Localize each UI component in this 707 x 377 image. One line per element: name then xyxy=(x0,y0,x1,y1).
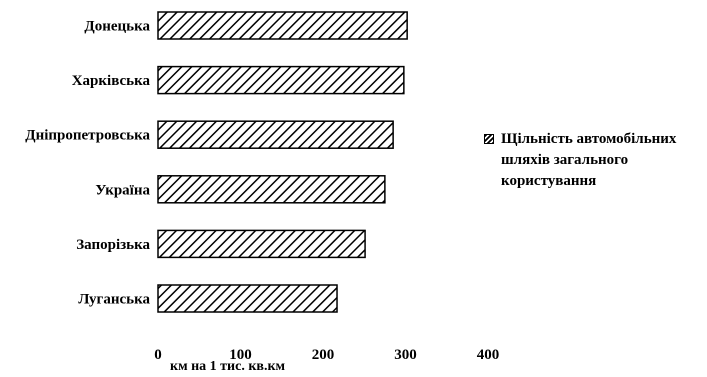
category-label-2: Дніпропетровська xyxy=(25,128,150,144)
x-tick-label-3: 300 xyxy=(394,347,417,363)
category-label-0: Донецька xyxy=(84,19,150,35)
x-axis-label: км на 1 тис. кв.км xyxy=(170,359,286,374)
x-tick-label-1: 100 xyxy=(229,347,252,363)
legend-swatch xyxy=(484,134,494,144)
category-label-4: Запорізька xyxy=(76,237,150,253)
x-tick-label-0: 0 xyxy=(154,347,162,363)
bar-2 xyxy=(157,120,394,149)
x-tick-label-2: 200 xyxy=(312,347,335,363)
category-labels: Донецька Харківська Дніпропетровська Україн… xyxy=(25,19,150,308)
legend-label: Щільність автомобільних шляхів загальног… xyxy=(501,131,677,189)
category-label-3: Україна xyxy=(95,182,150,198)
x-tick-label-4: 400 xyxy=(477,347,500,363)
bar-5 xyxy=(157,284,338,313)
bars-group xyxy=(157,11,408,313)
bar-1 xyxy=(157,65,405,95)
category-label-5: Луганська xyxy=(78,292,150,308)
bar-0 xyxy=(157,11,408,40)
x-tick-labels: 0 100 200 300 400 xyxy=(154,347,499,363)
category-label-1: Харківська xyxy=(72,73,151,89)
bar-3 xyxy=(157,175,386,204)
bar-4 xyxy=(157,229,366,259)
